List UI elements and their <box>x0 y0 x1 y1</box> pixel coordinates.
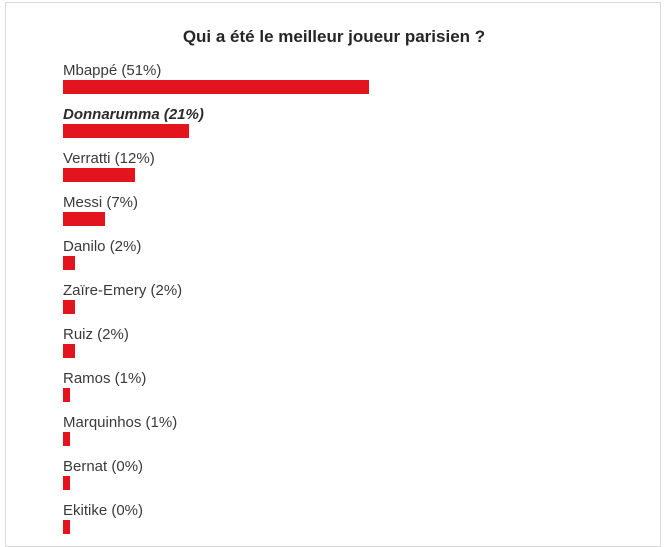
poll-option: Zaïre-Emery (2%) <box>63 281 623 325</box>
poll-options: Mbappé (51%) Donnarumma (21%) Verratti (12… <box>63 61 623 545</box>
poll-option-label: Ramos (1%) <box>63 370 147 387</box>
poll-option-bar <box>63 256 75 270</box>
poll-option: Ramos (1%) <box>63 369 623 413</box>
poll-option-bar-track <box>63 212 623 226</box>
poll-widget: Qui a été le meilleur joueur parisien ? … <box>5 2 661 547</box>
poll-title: Qui a été le meilleur joueur parisien ? <box>182 27 486 46</box>
poll-option: Bernat (0%) <box>63 457 623 501</box>
poll-option: Danilo (2%) <box>63 237 623 281</box>
poll-option-bar-track <box>63 256 623 270</box>
poll-option-bar <box>63 80 369 94</box>
poll-option-label: Mbappé (51%) <box>63 62 162 79</box>
poll-option-label: Zaïre-Emery (2%) <box>63 282 183 299</box>
poll-option-label: Ekitike (0%) <box>63 502 144 519</box>
poll-option-bar-track <box>63 476 623 490</box>
poll-option-bar-track <box>63 168 623 182</box>
poll-option-label: Ruiz (2%) <box>63 326 129 343</box>
poll-option-bar-track <box>63 300 623 314</box>
poll-option-bar <box>63 520 70 534</box>
poll-option-label: Verratti (12%) <box>63 150 155 167</box>
poll-option: Mbappé (51%) <box>63 61 623 105</box>
poll-option-bar-track <box>63 124 623 138</box>
poll-option: Verratti (12%) <box>63 149 623 193</box>
poll-option-bar-track <box>63 432 623 446</box>
poll-option-bar <box>63 300 75 314</box>
poll-option: Donnarumma (21%) <box>63 105 623 149</box>
poll-option-bar-track <box>63 520 623 534</box>
poll-option-label: Marquinhos (1%) <box>63 414 178 431</box>
poll-option-bar-track <box>63 344 623 358</box>
poll-option: Messi (7%) <box>63 193 623 237</box>
poll-option-bar <box>63 476 70 490</box>
poll-option-bar <box>63 212 105 226</box>
poll-option-bar-track <box>63 80 623 94</box>
poll-option-bar <box>63 432 70 446</box>
poll-option-bar <box>63 168 135 182</box>
poll-option-label: Bernat (0%) <box>63 458 144 475</box>
poll-option-bar <box>63 124 189 138</box>
poll-option: Ekitike (0%) <box>63 501 623 545</box>
poll-option-bar <box>63 388 70 402</box>
poll-option-label: Messi (7%) <box>63 194 139 211</box>
poll-option-bar <box>63 344 75 358</box>
poll-option-label: Danilo (2%) <box>63 238 142 255</box>
poll-option-label: Donnarumma (21%) <box>63 106 204 123</box>
poll-option: Marquinhos (1%) <box>63 413 623 457</box>
poll-option-bar-track <box>63 388 623 402</box>
poll-option: Ruiz (2%) <box>63 325 623 369</box>
